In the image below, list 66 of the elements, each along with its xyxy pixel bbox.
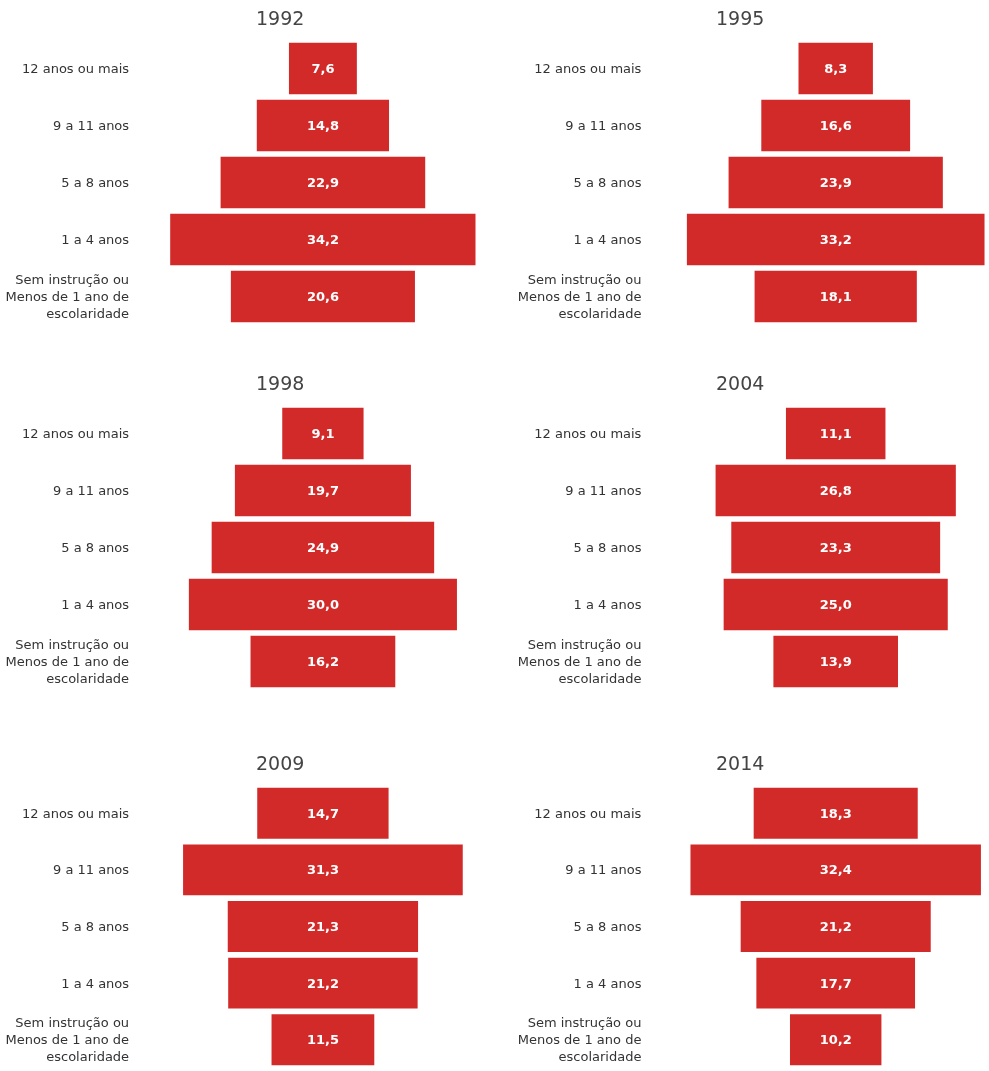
category-label: 1 a 4 anos	[61, 597, 130, 613]
data-label: 18,3	[819, 805, 852, 821]
text: 1998	[256, 372, 305, 394]
category-label: Sem instrução ou Menos de 1 ano de escolaridade	[517, 637, 642, 686]
data-label: 33,2	[819, 232, 852, 247]
text: 2014	[716, 752, 765, 774]
category-label: 9 a 11 anos	[565, 118, 642, 134]
data-label: 17,7	[819, 975, 852, 991]
category-label: 12 anos ou mais	[22, 426, 130, 442]
category-label: 1 a 4 anos	[573, 597, 642, 613]
category-label: Sem instrução ou Menos de 1 ano de escolaridade	[517, 1015, 642, 1065]
category-label: 9 a 11 anos	[53, 118, 130, 134]
category-label: 5 a 8 anos	[573, 175, 642, 191]
data-label: 14,7	[306, 805, 339, 821]
category-label: 1 a 4 anos	[61, 975, 130, 991]
data-label: 14,8	[306, 118, 339, 133]
data-label: 25,0	[819, 597, 852, 612]
data-label: 22,9	[306, 175, 339, 190]
category-label: Sem instrução ou Menos de 1 ano de escolaridade	[517, 272, 642, 321]
data-label: 23,9	[819, 175, 852, 190]
text: 1995	[716, 7, 765, 29]
category-label: Sem instrução ou Menos de 1 ano de escolaridade	[5, 1015, 130, 1065]
category-label: 5 a 8 anos	[573, 919, 642, 935]
data-label: 21,2	[306, 975, 339, 991]
data-label: 31,3	[306, 862, 339, 878]
data-label: 10,2	[819, 1032, 852, 1048]
data-label: 24,9	[306, 540, 339, 555]
data-label: 11,1	[819, 426, 852, 441]
data-label: 19,7	[306, 483, 339, 498]
category-label: Sem instrução ou Menos de 1 ano de escolaridade	[5, 637, 130, 686]
category-label: 1 a 4 anos	[61, 232, 130, 248]
data-label: 7,6	[311, 61, 335, 76]
category-label: 1 a 4 anos	[573, 975, 642, 991]
data-label: 21,2	[819, 919, 852, 934]
category-label: 1 a 4 anos	[573, 232, 642, 248]
data-label: 18,1	[819, 289, 852, 304]
text: 2009	[256, 752, 305, 774]
category-label: 12 anos ou mais	[534, 426, 642, 442]
category-label: Sem instrução ou Menos de 1 ano de escolaridade	[5, 272, 130, 321]
data-label: 21,3	[306, 919, 339, 934]
category-label: 12 anos ou mais	[534, 805, 642, 821]
category-label: 9 a 11 anos	[53, 483, 130, 499]
data-label: 11,5	[306, 1032, 339, 1048]
category-label: 9 a 11 anos	[53, 862, 130, 878]
data-label: 34,2	[306, 232, 339, 247]
data-label: 16,2	[306, 654, 339, 669]
category-label: 5 a 8 anos	[61, 175, 130, 191]
data-label: 26,8	[819, 483, 852, 498]
category-label: 5 a 8 anos	[61, 540, 130, 556]
category-label: 5 a 8 anos	[61, 919, 130, 935]
data-label: 32,4	[819, 862, 852, 878]
data-label: 9,1	[311, 426, 335, 441]
category-label: 9 a 11 anos	[565, 862, 642, 878]
data-label: 30,0	[306, 597, 339, 612]
data-label: 16,6	[819, 118, 852, 133]
category-label: 9 a 11 anos	[565, 483, 642, 499]
category-label: 5 a 8 anos	[573, 540, 642, 556]
text: 2004	[716, 372, 765, 394]
data-label: 13,9	[819, 654, 852, 669]
text: 1992	[256, 7, 305, 29]
category-label: 12 anos ou mais	[22, 61, 130, 77]
category-label: 12 anos ou mais	[534, 61, 642, 77]
data-label: 23,3	[819, 540, 852, 555]
data-label: 20,6	[306, 289, 339, 304]
data-label: 8,3	[824, 61, 848, 76]
category-label: 12 anos ou mais	[22, 805, 130, 821]
